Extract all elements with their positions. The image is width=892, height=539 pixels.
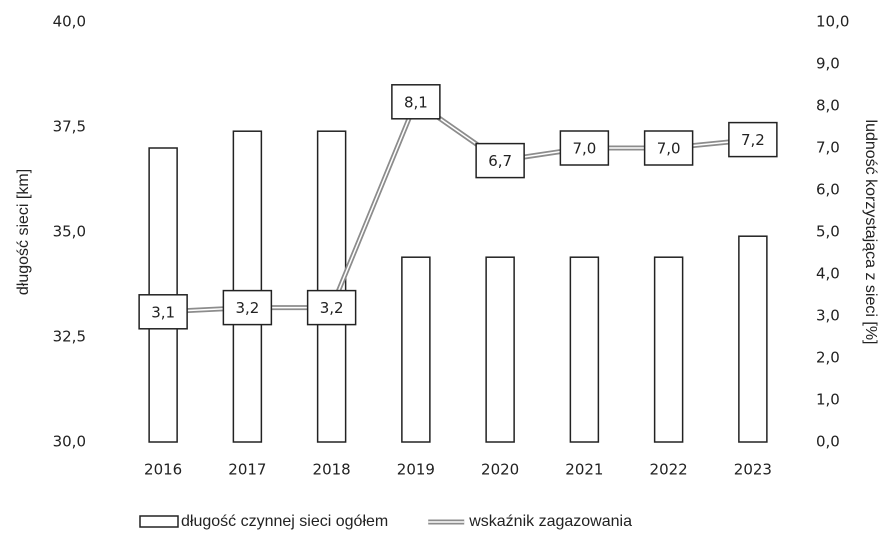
y2-axis-title: ludność korzystająca z sieci [%] bbox=[862, 120, 879, 345]
y2-tick-label: 8,0 bbox=[816, 97, 840, 115]
bar bbox=[653, 256, 684, 443]
data-label: 3,2 bbox=[320, 299, 344, 317]
x-tick-label: 2019 bbox=[397, 461, 435, 479]
x-tick-label: 2022 bbox=[650, 461, 688, 479]
legend-label: wskaźnik zagazowania bbox=[468, 513, 632, 530]
data-label-box bbox=[643, 130, 694, 166]
bar bbox=[401, 256, 431, 443]
legend-swatch bbox=[139, 515, 179, 528]
data-label: 7,0 bbox=[572, 140, 596, 158]
data-label-box bbox=[728, 121, 778, 158]
data-label: 7,0 bbox=[657, 140, 681, 158]
y2-tick-label: 7,0 bbox=[816, 139, 840, 157]
x-tick-label: 2018 bbox=[313, 461, 351, 479]
x-tick-label: 2016 bbox=[144, 461, 182, 479]
data-label-box bbox=[306, 289, 357, 326]
x-tick-label: 2017 bbox=[228, 461, 266, 479]
y-tick-label: 35,0 bbox=[53, 223, 86, 241]
legend-label: długość czynnej sieci ogółem bbox=[181, 513, 388, 530]
y2-tick-label: 6,0 bbox=[816, 181, 840, 199]
x-tick-label: 2020 bbox=[481, 461, 519, 479]
y-tick-label: 40,0 bbox=[53, 13, 86, 31]
data-label: 7,2 bbox=[741, 131, 765, 149]
bar bbox=[738, 235, 768, 443]
data-label: 3,2 bbox=[235, 299, 259, 317]
y2-tick-label: 4,0 bbox=[816, 265, 840, 283]
data-label-box bbox=[138, 294, 188, 330]
y2-tick-label: 10,0 bbox=[816, 13, 849, 31]
y-tick-label: 30,0 bbox=[53, 433, 86, 451]
y2-tick-label: 2,0 bbox=[816, 349, 840, 367]
y2-tick-label: 0,0 bbox=[816, 433, 840, 451]
y2-tick-label: 1,0 bbox=[816, 391, 840, 409]
data-label: 6,7 bbox=[488, 152, 512, 170]
data-label-box bbox=[559, 130, 610, 166]
data-label-box bbox=[475, 142, 525, 179]
bar bbox=[232, 130, 263, 443]
bar bbox=[569, 256, 600, 443]
y-axis-title: długość sieci [km] bbox=[15, 169, 32, 295]
data-label-box bbox=[222, 289, 273, 326]
bar bbox=[485, 256, 515, 443]
x-tick-label: 2023 bbox=[734, 461, 772, 479]
y2-tick-label: 3,0 bbox=[816, 307, 840, 325]
y2-tick-label: 5,0 bbox=[816, 223, 840, 241]
x-tick-label: 2021 bbox=[565, 461, 603, 479]
data-label-box bbox=[391, 84, 441, 120]
y2-tick-label: 9,0 bbox=[816, 55, 840, 73]
data-label: 8,1 bbox=[404, 93, 428, 111]
y-tick-label: 37,5 bbox=[53, 118, 86, 136]
data-label: 3,1 bbox=[151, 303, 175, 321]
y-tick-label: 32,5 bbox=[53, 328, 86, 346]
